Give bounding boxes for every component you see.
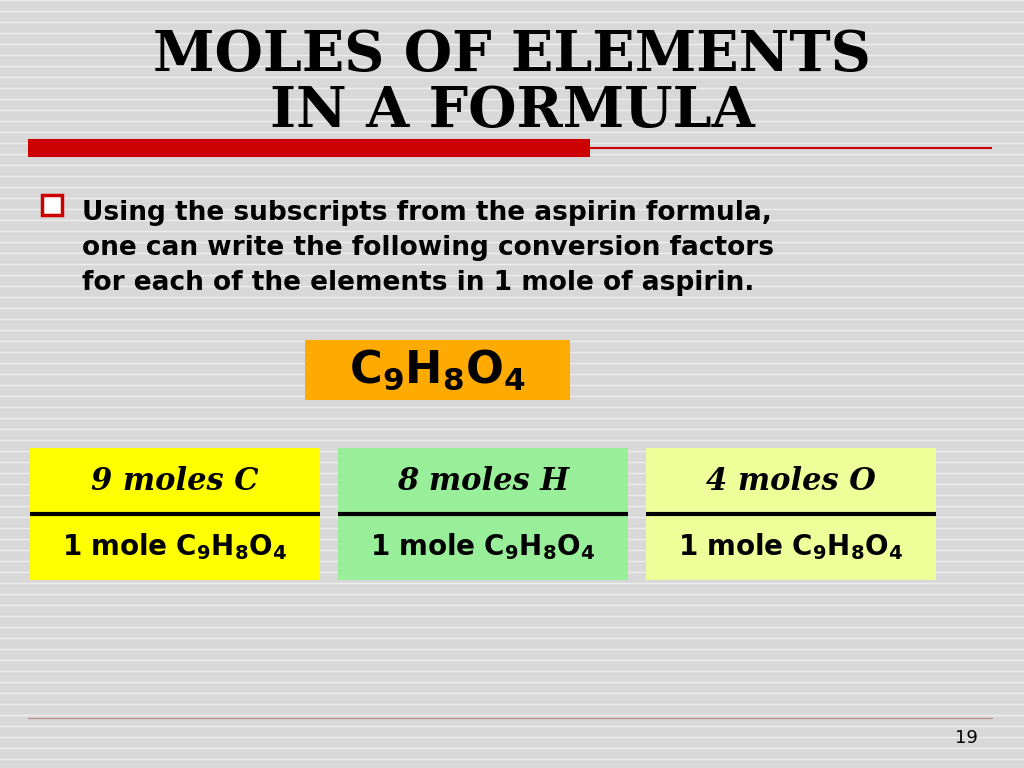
Text: 9 moles C: 9 moles C [91,465,259,496]
Text: MOLES OF ELEMENTS: MOLES OF ELEMENTS [153,28,871,82]
FancyBboxPatch shape [305,340,570,400]
FancyBboxPatch shape [42,195,62,215]
FancyBboxPatch shape [646,448,936,514]
Text: $\mathbf{C_9H_8O_4}$: $\mathbf{C_9H_8O_4}$ [349,348,526,392]
FancyBboxPatch shape [646,514,936,580]
Text: Using the subscripts from the aspirin formula,: Using the subscripts from the aspirin fo… [82,200,772,226]
Text: $\mathbf{1\ mole\ C_9H_8O_4}$: $\mathbf{1\ mole\ C_9H_8O_4}$ [679,531,903,562]
Text: IN A FORMULA: IN A FORMULA [269,84,755,140]
Text: 19: 19 [955,729,978,747]
Text: for each of the elements in 1 mole of aspirin.: for each of the elements in 1 mole of as… [82,270,755,296]
FancyBboxPatch shape [338,514,628,580]
Text: 4 moles O: 4 moles O [707,465,876,496]
FancyBboxPatch shape [338,448,628,514]
FancyBboxPatch shape [30,448,319,514]
Text: $\mathbf{1\ mole\ C_9H_8O_4}$: $\mathbf{1\ mole\ C_9H_8O_4}$ [62,531,288,562]
Text: 8 moles H: 8 moles H [397,465,569,496]
Text: $\mathbf{1\ mole\ C_9H_8O_4}$: $\mathbf{1\ mole\ C_9H_8O_4}$ [371,531,596,562]
FancyBboxPatch shape [30,514,319,580]
Text: one can write the following conversion factors: one can write the following conversion f… [82,235,774,261]
